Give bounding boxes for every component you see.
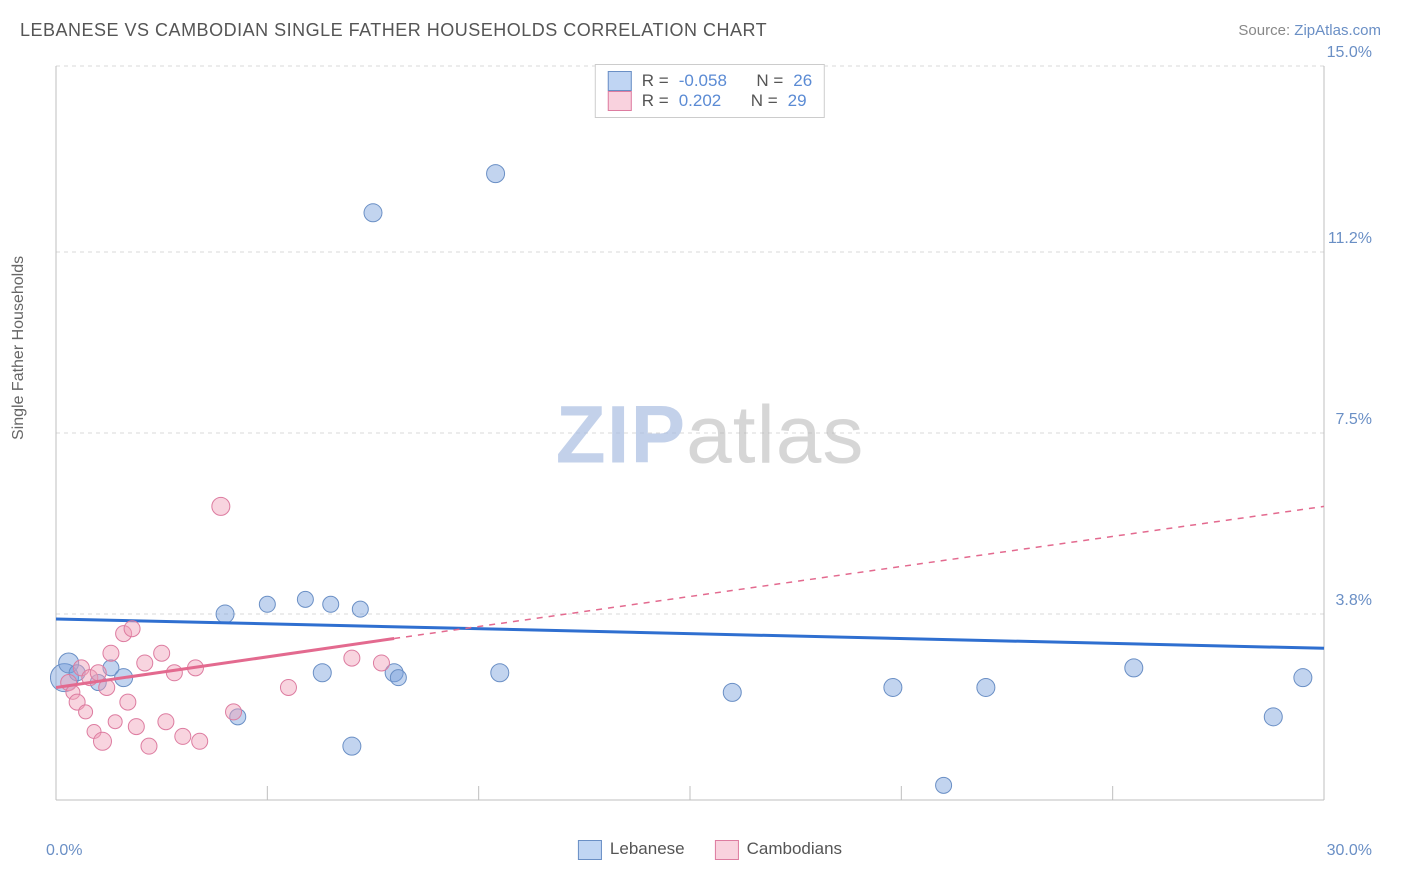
source-attribution: Source: ZipAtlas.com <box>1238 22 1381 39</box>
legend-swatch-lebanese <box>608 71 632 91</box>
n-prefix: N = <box>756 71 783 91</box>
chart-plot-area: ZIPatlas R = -0.058 N = 26 R = 0.202 N =… <box>50 60 1370 830</box>
legend-label-cambodians: Cambodians <box>747 839 842 858</box>
n-value-lebanese: 26 <box>793 71 812 91</box>
legend-swatch-cambodians <box>608 91 632 111</box>
legend-label-lebanese: Lebanese <box>610 839 685 858</box>
legend-stats-row-cambodians: R = 0.202 N = 29 <box>608 91 812 111</box>
x-axis-min-label: 0.0% <box>46 842 82 860</box>
ytick-label: 11.2% <box>1328 230 1372 248</box>
chart-svg <box>50 60 1370 830</box>
r-value-lebanese: -0.058 <box>679 71 727 91</box>
legend-swatch-lebanese-bottom <box>578 840 602 860</box>
legend-item-lebanese: Lebanese <box>578 839 685 860</box>
legend-item-cambodians: Cambodians <box>715 839 842 860</box>
y-axis-label: Single Father Households <box>10 256 28 440</box>
legend-swatch-cambodians-bottom <box>715 840 739 860</box>
x-axis-max-label: 30.0% <box>1327 842 1372 860</box>
source-link[interactable]: ZipAtlas.com <box>1294 22 1381 39</box>
ytick-label: 15.0% <box>1327 44 1372 62</box>
n-prefix: N = <box>751 91 778 111</box>
legend-series: Lebanese Cambodians <box>578 839 842 860</box>
legend-stats-row-lebanese: R = -0.058 N = 26 <box>608 71 812 91</box>
chart-title: LEBANESE VS CAMBODIAN SINGLE FATHER HOUS… <box>20 20 767 41</box>
r-value-cambodians: 0.202 <box>679 91 722 111</box>
r-prefix: R = <box>642 91 669 111</box>
legend-stats: R = -0.058 N = 26 R = 0.202 N = 29 <box>595 64 825 118</box>
r-prefix: R = <box>642 71 669 91</box>
ytick-label: 7.5% <box>1336 411 1372 429</box>
n-value-cambodians: 29 <box>788 91 807 111</box>
ytick-label: 3.8% <box>1336 592 1372 610</box>
source-prefix: Source: <box>1238 22 1294 39</box>
